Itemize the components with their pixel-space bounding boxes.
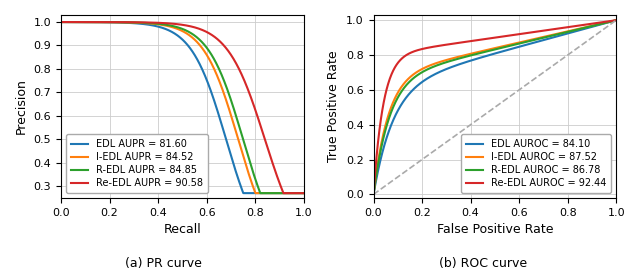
Legend: EDL AUROC = 84.10, I-EDL AUROC = 87.52, R-EDL AUROC = 86.78, Re-EDL AUROC = 92.4: EDL AUROC = 84.10, I-EDL AUROC = 87.52, …	[461, 134, 611, 193]
Text: (b) ROC curve: (b) ROC curve	[439, 257, 527, 270]
X-axis label: False Positive Rate: False Positive Rate	[436, 223, 553, 236]
Text: (a) PR curve: (a) PR curve	[125, 257, 202, 270]
Y-axis label: Precision: Precision	[15, 79, 28, 134]
Y-axis label: True Positive Rate: True Positive Rate	[328, 50, 340, 162]
X-axis label: Recall: Recall	[163, 223, 201, 236]
Legend: EDL AUPR = 81.60, I-EDL AUPR = 84.52, R-EDL AUPR = 84.85, Re-EDL AUPR = 90.58: EDL AUPR = 81.60, I-EDL AUPR = 84.52, R-…	[66, 134, 208, 193]
